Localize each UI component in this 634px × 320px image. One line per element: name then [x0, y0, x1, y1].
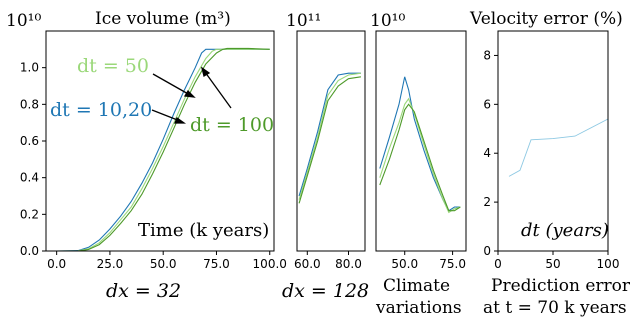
x-tick-label: 100.0	[253, 257, 287, 271]
y-tick-label: 0.6	[20, 134, 39, 148]
y-tick-label: 1.0	[20, 61, 39, 75]
arrow-head-dt1020	[174, 116, 187, 124]
panel2-plot: 60.0 80.0	[294, 30, 366, 271]
series-line-dt-10-20	[379, 76, 461, 212]
y-tick-label: 8	[483, 48, 491, 62]
panel1-plot: 0.0 25.0 50.0 75.0 100.0 0.0 0.2 0.4 0.6 0.8 1.0	[20, 30, 287, 271]
arrow-head-dt100	[200, 66, 211, 78]
arrow-dt50	[152, 73, 191, 96]
panel4-plot: 0 50 100 0 2 4 6 8	[483, 30, 620, 271]
panel2-exponent: 10¹¹	[286, 11, 321, 31]
panel3-plot: 50.0 75.0	[375, 30, 467, 271]
panel3-caption-line1: Climate	[383, 276, 450, 296]
panel-zoom-dx128: 10¹¹ 60.0 80.0 dx = 128	[282, 11, 369, 302]
y-tick-label: 0.0	[20, 244, 39, 258]
panel2-caption: dx = 128	[282, 280, 369, 302]
series-line-velocity-error	[508, 118, 609, 177]
x-tick-label: 0.0	[47, 257, 66, 271]
y-tick-label: 0.4	[20, 171, 39, 185]
arrow-dt100	[204, 71, 232, 109]
annotation-dt-50: dt = 50	[77, 55, 149, 77]
y-tick-label: 2	[483, 195, 491, 209]
annotation-arrows	[151, 66, 232, 124]
x-tick-label: 100	[597, 257, 620, 271]
panel1-inner-label: Time (k years)	[138, 220, 269, 241]
axes-frame	[375, 30, 467, 252]
series-line-dt-50	[379, 97, 461, 214]
panel4-caption-line2: at t = 70 k years	[483, 298, 627, 318]
x-tick-label: 0	[494, 257, 502, 271]
y-tick-label: 4	[483, 146, 491, 160]
panel3-caption-line2: variations	[375, 298, 462, 318]
series-line-dt-50	[298, 72, 361, 200]
y-tick-label: 0.8	[20, 97, 39, 111]
x-tick-label: 50.0	[150, 257, 177, 271]
x-tick-label: 50	[545, 257, 560, 271]
arrow-dt1020	[151, 109, 181, 122]
series-line-dt-100	[379, 103, 461, 212]
panel-climate-variations: 10¹⁰ 50.0 75.0 Climate variations	[370, 11, 467, 318]
arrow-head-dt50	[183, 89, 196, 98]
axes-frame	[296, 30, 366, 252]
series-line-dt-100	[298, 76, 361, 204]
panel1-caption: dx = 32	[106, 280, 181, 302]
series-line-dt-10-20	[298, 72, 361, 197]
axes-frame	[497, 30, 609, 252]
x-tick-label: 80.0	[335, 257, 362, 271]
x-tick-label: 60.0	[294, 257, 321, 271]
x-tick-label: 25.0	[97, 257, 124, 271]
panel3-exponent: 10¹⁰	[370, 11, 405, 31]
panel4-inner-label: dt (years)	[521, 220, 609, 241]
y-tick-label: 0	[483, 244, 491, 258]
panel1-exponent: 10¹⁰	[6, 11, 41, 31]
panel1-title: Ice volume (m³)	[95, 9, 231, 29]
y-tick-label: 0.2	[20, 207, 39, 221]
annotation-dt-100: dt = 100	[190, 114, 274, 136]
series-line-dt-100	[56, 47, 270, 252]
x-tick-label: 75.0	[203, 257, 230, 271]
series-line-dt-50	[56, 48, 270, 252]
annotation-dt-10-20: dt = 10,20	[50, 99, 152, 121]
x-tick-label: 50.0	[391, 257, 418, 271]
panel4-title: Velocity error (%)	[469, 9, 623, 29]
panel4-caption-line1: Prediction error	[491, 276, 631, 296]
panel-velocity-error: Velocity error (%) 0 50 100 0 2 4 6 8 dt (years…	[469, 9, 631, 318]
x-tick-label: 75.0	[439, 257, 466, 271]
y-tick-label: 6	[483, 97, 491, 111]
panel-ice-volume: 10¹⁰ Ice volume (m³) 0.0 25.0 50.0 75.0 100.…	[6, 9, 287, 302]
